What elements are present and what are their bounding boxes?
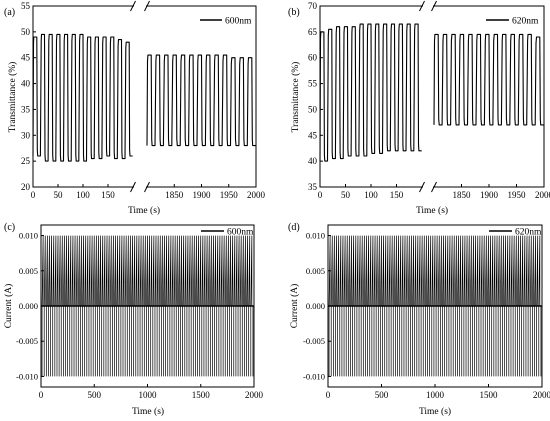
panel-a-xlabel: Time (s) <box>128 205 160 216</box>
panel-b-ylabel: Transmittance (%) <box>290 62 301 133</box>
transmittance-series-segment-2 <box>146 54 256 147</box>
y-tick-label: 40 <box>308 156 318 166</box>
y-tick-label: 35 <box>21 104 31 114</box>
transmittance-series-segment-1 <box>319 23 422 162</box>
y-tick-label: 65 <box>308 27 318 37</box>
y-tick-label: -0.010 <box>16 371 38 381</box>
x-tick-label: 1850 <box>165 190 184 200</box>
y-tick-label: 25 <box>21 156 31 166</box>
x-tick-label: 1500 <box>192 390 211 400</box>
axis-break-mark <box>144 181 150 193</box>
panel-d-xlabel: Time (s) <box>419 406 451 417</box>
x-tick-label: 2000 <box>247 190 266 200</box>
y-tick-label: 0.005 <box>19 266 38 276</box>
panel-c-plot <box>40 235 254 377</box>
x-tick-label: 1900 <box>480 190 499 200</box>
axis-break-mark <box>431 0 437 12</box>
x-tick-label: 2000 <box>245 390 264 400</box>
axis-break-gap <box>423 4 433 9</box>
panel-b-xlabel: Time (s) <box>416 205 448 216</box>
panel-a-ylabel: Transmittance (%) <box>7 62 18 133</box>
panel-a-plot <box>32 33 256 162</box>
y-tick-label: 0.005 <box>306 266 325 276</box>
panel-c-xlabel: Time (s) <box>132 406 164 417</box>
axis-break-mark <box>419 0 425 12</box>
panel-d-ylabel: Current (A) <box>289 284 300 329</box>
axis-break-gap <box>423 185 433 190</box>
axis-break-gap <box>134 185 146 190</box>
y-tick-label: 20 <box>21 182 31 192</box>
x-tick-label: 1000 <box>426 390 445 400</box>
x-tick-label: 0 <box>318 190 323 200</box>
y-tick-label: 45 <box>308 130 318 140</box>
y-tick-label: 45 <box>21 53 31 63</box>
x-tick-label: 1950 <box>220 190 239 200</box>
x-tick-label: 500 <box>88 390 102 400</box>
panel-c-label: (c) <box>4 222 15 233</box>
panel-d-label: (d) <box>288 222 300 233</box>
y-tick-label: 30 <box>21 130 31 140</box>
y-tick-label: -0.005 <box>16 336 38 346</box>
axis-break-mark <box>144 0 150 12</box>
panel-c-ylabel: Current (A) <box>3 284 14 329</box>
panel-a-label: (a) <box>4 7 15 18</box>
axis-break-mark <box>130 181 136 193</box>
panel-a-legend: 600nm <box>225 17 252 27</box>
x-tick-label: 1000 <box>139 390 158 400</box>
x-tick-label: 500 <box>375 390 389 400</box>
x-tick-label: 150 <box>101 190 115 200</box>
x-tick-label: 100 <box>364 190 378 200</box>
y-tick-label: 35 <box>308 182 318 192</box>
x-tick-label: 1850 <box>453 190 472 200</box>
y-tick-label: 55 <box>308 79 318 89</box>
x-tick-label: 2000 <box>533 390 550 400</box>
x-tick-label: 1500 <box>480 390 499 400</box>
axis-break-mark <box>431 181 437 193</box>
y-tick-label: 0.010 <box>19 231 38 241</box>
panel-c-axes: 0 500 1000 1500 2000 -0.010 -0.005 0.000 0.005 0.… <box>16 231 263 400</box>
x-tick-label: 0 <box>31 190 36 200</box>
y-tick-label: 0.010 <box>306 231 325 241</box>
y-tick-label: 70 <box>308 1 318 11</box>
x-tick-label: 50 <box>341 190 351 200</box>
panel-a: (a) 0 50 100 150 1850 1900 1950 2000 20 25 30 35 40 4… <box>4 0 266 216</box>
panel-b-plot <box>319 23 544 162</box>
x-tick-label: 1900 <box>193 190 212 200</box>
x-tick-label: 100 <box>76 190 90 200</box>
x-tick-label: 1950 <box>508 190 527 200</box>
panel-d: (d) 0 500 1000 1500 2000 -0.010 -0.005 0.000 0.0… <box>288 222 550 417</box>
y-tick-label: 60 <box>308 53 318 63</box>
x-tick-label: 2000 <box>535 190 550 200</box>
y-tick-label: 40 <box>21 79 31 89</box>
y-tick-label: 55 <box>21 1 31 11</box>
panel-d-axes: 0 500 1000 1500 2000 -0.010 -0.005 0.000 0.005 0.… <box>303 231 550 400</box>
panel-b-axes: 0 50 100 150 1850 1900 1950 2000 35 40 45 50 55 60 65 7… <box>308 0 550 200</box>
panel-d-plot <box>327 235 542 377</box>
panel-d-legend: 620nm <box>515 228 542 238</box>
panel-b: (b) 0 50 100 150 1850 1900 1950 2000 35 40 45 50 55 6… <box>288 0 550 216</box>
y-tick-label: 0.000 <box>19 301 38 311</box>
panel-a-axes: 0 50 100 150 1850 1900 1950 2000 20 25 30 35 40 45 50 5… <box>21 0 266 200</box>
transmittance-series-segment-2 <box>433 33 544 126</box>
y-tick-label: -0.005 <box>303 336 325 346</box>
x-tick-label: 150 <box>390 190 404 200</box>
transmittance-series-segment-1 <box>32 33 133 162</box>
panel-b-legend: 620nm <box>512 17 539 27</box>
x-tick-label: 0 <box>326 390 331 400</box>
axis-break-mark <box>130 0 136 12</box>
axis-break-mark <box>419 181 425 193</box>
axis-break-gap <box>134 4 146 9</box>
panel-c-legend: 600nm <box>227 228 254 238</box>
y-tick-label: 0.000 <box>306 301 325 311</box>
panel-b-label: (b) <box>288 7 300 18</box>
y-tick-label: 50 <box>308 104 318 114</box>
y-tick-label: 50 <box>21 27 31 37</box>
panel-c: (c) 0 500 1000 1500 2000 -0.010 -0.005 0.000 0.0… <box>3 222 264 417</box>
x-tick-label: 50 <box>54 190 64 200</box>
x-tick-label: 0 <box>39 390 44 400</box>
y-tick-label: -0.010 <box>303 371 325 381</box>
